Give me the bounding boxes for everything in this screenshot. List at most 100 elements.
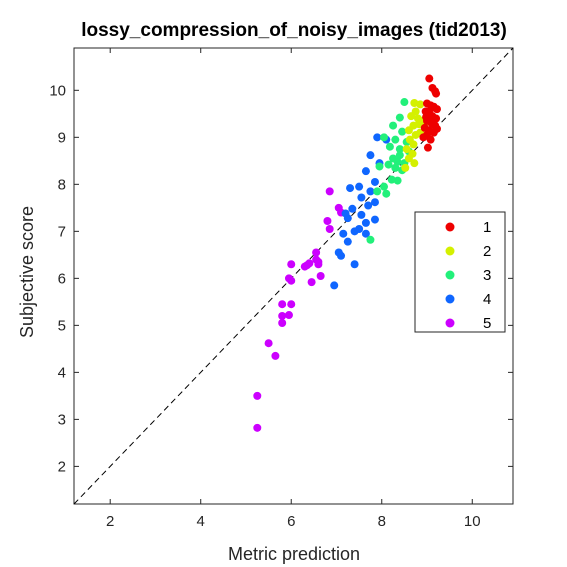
data-point [373, 133, 382, 142]
data-point [423, 143, 432, 152]
data-point [350, 260, 359, 269]
data-point [300, 262, 309, 271]
data-point [355, 182, 364, 191]
data-point [380, 182, 389, 191]
data-point [422, 113, 431, 122]
data-point [391, 135, 400, 144]
data-point [404, 126, 413, 135]
data-point [361, 218, 370, 227]
data-point [366, 235, 375, 244]
data-point [337, 251, 346, 260]
data-point [361, 229, 370, 238]
data-point [370, 177, 379, 186]
data-point [402, 145, 411, 154]
legend-marker [445, 270, 455, 280]
data-point [307, 278, 316, 287]
data-point [404, 154, 413, 163]
data-point [325, 224, 334, 233]
data-point [395, 113, 404, 122]
data-point [364, 201, 373, 210]
data-point [432, 89, 441, 98]
data-point [287, 260, 296, 269]
data-point [287, 300, 296, 309]
data-point [284, 311, 293, 320]
data-point [426, 135, 435, 144]
series-4 [330, 133, 391, 290]
data-point [382, 189, 391, 198]
y-tick-label: 8 [58, 176, 66, 193]
data-point [401, 163, 410, 172]
reference-line [73, 47, 514, 505]
legend-label: 4 [483, 291, 491, 308]
data-point [287, 276, 296, 285]
data-point [253, 391, 262, 400]
data-point [314, 260, 323, 269]
data-point [357, 193, 366, 202]
data-point [391, 163, 400, 172]
legend: 1 2 3 4 5 [414, 211, 506, 333]
legend-marker [445, 318, 455, 328]
data-point [393, 176, 402, 185]
data-point [385, 142, 394, 151]
legend-label: 5 [483, 315, 491, 332]
data-point [253, 423, 262, 432]
data-point [393, 157, 402, 166]
data-point [343, 237, 352, 246]
data-point [387, 175, 396, 184]
series-1 [419, 74, 441, 152]
data-point [407, 112, 416, 121]
data-point [414, 120, 423, 129]
data-point [384, 160, 393, 169]
legend-marker [445, 246, 455, 256]
data-point [389, 121, 398, 130]
x-tick-label: 8 [378, 513, 386, 530]
data-point [395, 151, 404, 160]
data-point [339, 229, 348, 238]
data-point [375, 162, 384, 171]
data-point [400, 98, 409, 107]
data-point [264, 339, 273, 348]
y-tick-label: 5 [58, 317, 66, 334]
data-point [380, 133, 389, 142]
data-point [271, 351, 280, 360]
x-tick-label: 6 [287, 513, 295, 530]
data-point [278, 311, 287, 320]
data-point [316, 272, 325, 280]
x-tick-label: 4 [197, 513, 205, 530]
y-tick-label: 10 [49, 82, 66, 99]
data-point [411, 130, 420, 139]
data-point [348, 204, 357, 213]
data-point [395, 145, 404, 154]
data-point [370, 198, 379, 207]
data-point [346, 184, 355, 193]
data-point [366, 187, 375, 196]
data-point [350, 227, 359, 236]
chart-title: lossy_compression_of_noisy_images (tid20… [81, 20, 507, 41]
data-point [278, 300, 287, 309]
data-point [427, 104, 436, 113]
data-point [409, 140, 418, 149]
data-point [419, 133, 428, 142]
data-point [357, 210, 366, 219]
x-tick-label: 10 [464, 513, 481, 530]
data-point [398, 127, 407, 136]
data-point [361, 167, 370, 176]
data-point [366, 151, 375, 160]
legend-marker [445, 294, 455, 304]
data-point [341, 209, 350, 218]
legend-label: 3 [483, 267, 491, 284]
data-point [410, 159, 419, 168]
y-tick-label: 4 [58, 364, 66, 381]
legend-label: 2 [483, 243, 491, 260]
plot-area: 2 4 6 8 10 2 3 4 5 6 7 8 9 10 [49, 47, 514, 530]
y-tick-label: 9 [58, 129, 66, 146]
data-point [278, 319, 287, 328]
data-point [425, 74, 434, 83]
data-point [432, 124, 441, 133]
legend-label: 1 [483, 219, 491, 236]
data-point [370, 215, 379, 224]
data-point [325, 187, 334, 196]
y-tick-label: 3 [58, 411, 66, 428]
y-tick-label: 2 [58, 458, 66, 475]
